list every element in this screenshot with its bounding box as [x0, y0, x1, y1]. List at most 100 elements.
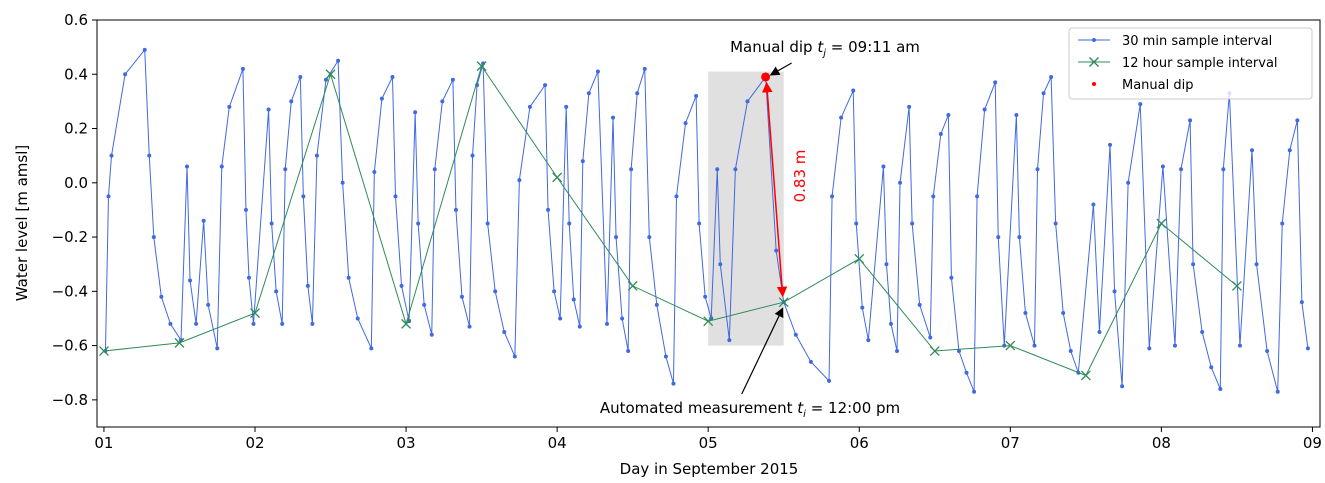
point	[975, 194, 980, 199]
point	[1049, 74, 1054, 79]
x-stroke	[854, 253, 865, 264]
point	[647, 235, 652, 240]
point	[467, 324, 472, 329]
point	[194, 321, 199, 326]
point	[1092, 38, 1096, 42]
point	[1053, 221, 1058, 226]
point	[369, 346, 374, 351]
x-axis-label: Day in September 2015	[620, 460, 799, 478]
x-stroke	[703, 316, 714, 327]
point	[440, 99, 445, 104]
point	[393, 194, 398, 199]
x-marker	[929, 346, 940, 356]
point	[1138, 102, 1143, 107]
x-tick-label: 08	[1152, 434, 1171, 452]
point	[432, 167, 437, 172]
point	[546, 207, 551, 212]
point	[996, 235, 1001, 240]
point	[314, 153, 319, 158]
point	[450, 77, 455, 82]
point	[580, 159, 585, 164]
point	[697, 221, 702, 226]
point	[543, 83, 548, 88]
point	[1023, 311, 1028, 316]
point	[266, 107, 271, 112]
point	[595, 69, 600, 74]
point	[512, 354, 517, 359]
annotation-arrow	[769, 62, 792, 76]
point	[715, 167, 720, 172]
x-tick-label: 03	[397, 434, 416, 452]
point	[552, 289, 557, 294]
point	[1068, 349, 1073, 354]
point	[928, 335, 933, 340]
point	[626, 349, 631, 354]
series-line	[103, 64, 1238, 377]
point	[761, 72, 771, 82]
point	[946, 112, 951, 117]
point	[246, 275, 251, 280]
point	[219, 164, 224, 169]
x-stroke	[1005, 340, 1016, 351]
point	[629, 167, 634, 172]
point	[931, 194, 936, 199]
point	[1014, 112, 1019, 117]
x-tick-label: 04	[548, 434, 567, 452]
point	[620, 316, 625, 321]
point	[527, 104, 532, 109]
point	[851, 88, 856, 93]
point	[1250, 148, 1255, 153]
point	[269, 221, 274, 226]
point	[413, 110, 418, 115]
legend: 30 min sample interval 12 hour sample int…	[1068, 27, 1313, 100]
legend-label: 12 hour sample interval	[1122, 56, 1278, 71]
point	[1188, 118, 1193, 123]
point	[884, 262, 889, 267]
point	[888, 321, 893, 326]
annotation-sub: j	[821, 48, 826, 59]
point	[1061, 311, 1066, 316]
point	[1147, 346, 1152, 351]
point	[301, 194, 306, 199]
point	[1287, 148, 1292, 153]
point	[283, 167, 288, 172]
x-stroke	[778, 297, 789, 308]
point	[949, 275, 954, 280]
point	[1221, 167, 1226, 172]
point	[123, 72, 128, 77]
annotation-text: Automated measurement	[600, 399, 797, 417]
point	[206, 302, 211, 307]
annotation-var: t	[797, 399, 804, 417]
point	[1299, 300, 1304, 305]
x-stroke	[174, 337, 185, 348]
point	[502, 330, 507, 335]
y-tick-label: 0.0	[64, 174, 88, 192]
point	[1280, 221, 1285, 226]
x-marker	[1156, 218, 1167, 229]
x-marker	[1080, 370, 1091, 381]
point	[372, 169, 377, 174]
point	[274, 289, 279, 294]
point	[1295, 118, 1300, 123]
point	[106, 194, 111, 199]
point	[429, 332, 434, 337]
point	[1172, 343, 1177, 348]
legend-label: 30 min sample interval	[1122, 34, 1272, 49]
x-marker	[476, 61, 487, 72]
x-marker	[1231, 280, 1242, 291]
x-tick-label: 09	[1303, 434, 1322, 452]
point	[793, 332, 798, 337]
point	[727, 338, 732, 343]
point	[827, 378, 832, 383]
point	[142, 47, 147, 52]
point	[558, 316, 563, 321]
annotation-sub: i	[803, 409, 806, 420]
point	[422, 302, 427, 307]
x-stroke	[98, 346, 109, 356]
legend-label: Manual dip	[1122, 78, 1194, 93]
point	[215, 346, 220, 351]
point	[201, 218, 206, 223]
annotation: Manual dip tj = 09:11 am	[730, 38, 920, 59]
point	[243, 207, 248, 212]
point	[1191, 262, 1196, 267]
